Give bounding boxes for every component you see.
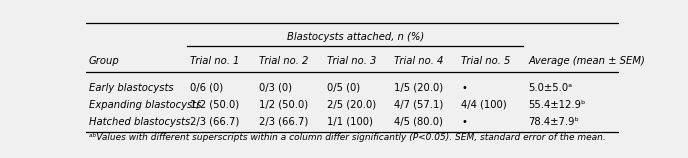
Text: Trial no. 4: Trial no. 4 (394, 56, 444, 66)
Text: •: • (462, 83, 467, 93)
Text: Expanding blastocysts: Expanding blastocysts (89, 100, 201, 110)
Text: Trial no. 3: Trial no. 3 (327, 56, 376, 66)
Text: ᵃᵇValues with different superscripts within a column differ significantly (P<0.0: ᵃᵇValues with different superscripts wit… (89, 134, 605, 143)
Text: 55.4±12.9ᵇ: 55.4±12.9ᵇ (528, 100, 586, 110)
Text: 2/3 (66.7): 2/3 (66.7) (259, 117, 308, 127)
Text: •: • (462, 117, 467, 127)
Text: 5.0±5.0ᵃ: 5.0±5.0ᵃ (528, 83, 572, 93)
Text: Trial no. 1: Trial no. 1 (190, 56, 239, 66)
Text: 2/5 (20.0): 2/5 (20.0) (327, 100, 376, 110)
Text: 1/2 (50.0): 1/2 (50.0) (259, 100, 308, 110)
Text: 4/4 (100): 4/4 (100) (462, 100, 507, 110)
Text: 1/2 (50.0): 1/2 (50.0) (190, 100, 239, 110)
Text: 0/3 (0): 0/3 (0) (259, 83, 292, 93)
Text: 1/5 (20.0): 1/5 (20.0) (394, 83, 443, 93)
Text: Trial no. 2: Trial no. 2 (259, 56, 309, 66)
Text: 78.4±7.9ᵇ: 78.4±7.9ᵇ (528, 117, 579, 127)
Text: Hatched blastocysts: Hatched blastocysts (89, 117, 190, 127)
Text: Trial no. 5: Trial no. 5 (462, 56, 510, 66)
Text: Group: Group (89, 56, 120, 66)
Text: 4/5 (80.0): 4/5 (80.0) (394, 117, 443, 127)
Text: 4/7 (57.1): 4/7 (57.1) (394, 100, 444, 110)
Text: 0/6 (0): 0/6 (0) (190, 83, 223, 93)
Text: 0/5 (0): 0/5 (0) (327, 83, 360, 93)
Text: Average (mean ± SEM): Average (mean ± SEM) (528, 56, 645, 66)
Text: Early blastocysts: Early blastocysts (89, 83, 173, 93)
Text: Blastocysts attached, n (%): Blastocysts attached, n (%) (287, 32, 424, 42)
Text: 2/3 (66.7): 2/3 (66.7) (190, 117, 239, 127)
Text: 1/1 (100): 1/1 (100) (327, 117, 373, 127)
